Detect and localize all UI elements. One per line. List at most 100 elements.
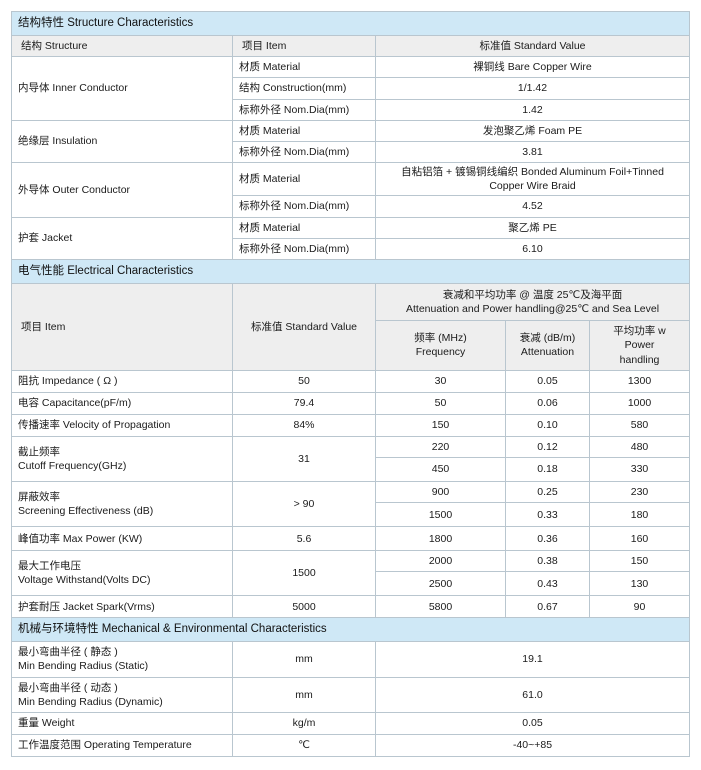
row-item: 材质 Material [232, 56, 376, 79]
section-header-row: 电气性能 Electrical Characteristics [10, 258, 691, 284]
table-row: 最大工作电压 Voltage Withstand(Volts DC) 1500 … [11, 550, 691, 597]
attenuation-value: 0.36 [505, 526, 590, 552]
attenuation-frequency: 5800 [375, 595, 506, 619]
power-value: 160 [588, 526, 691, 552]
item-label-group: 最大工作电压 Voltage Withstand(Volts DC) [11, 550, 233, 597]
item-value: > 90 [232, 480, 376, 528]
colhead-attenuation: 衰减 (dB/m) Attenuation [505, 320, 590, 371]
power-value: 230 [588, 480, 691, 504]
table-row: 工作温度范围 Operating Temperature ℃ -40~+85 [11, 733, 691, 757]
item-label-group: 截止频率 Cutoff Frequency(GHz) [11, 435, 233, 482]
section-title-structure: 结构特性 Structure Characteristics [10, 11, 691, 36]
attenuation-frequency: 450 [375, 456, 506, 482]
attenuation-value: 0.10 [505, 413, 590, 437]
colhead-power-cn: 平均功率 w [613, 325, 666, 338]
colhead-attenuation-group-en: Attenuation and Power handling@25℃ and S… [406, 303, 660, 316]
power-value: 150 [588, 550, 691, 573]
group-name-outer-conductor: 外导体 Outer Conductor [11, 162, 233, 218]
power-value: 90 [588, 595, 691, 619]
colhead-frequency-en: Frequency [415, 346, 466, 359]
section-header-row: 机械与环境特性 Mechanical & Environmental Chara… [10, 617, 691, 643]
colhead-attenuation-group-cn: 衰减和平均功率 @ 温度 25℃及海平面 [442, 288, 623, 301]
item-label-en: Voltage Withstand(Volts DC) [18, 574, 151, 587]
attenuation-frequency: 220 [375, 435, 506, 458]
table-row: 最小弯曲半径 ( 静态 ) Min Bending Radius (Static… [11, 641, 691, 678]
attenuation-frequency: 150 [375, 413, 506, 437]
attenuation-value: 0.43 [505, 571, 590, 597]
row-item: 材质 Material [232, 162, 376, 197]
item-value: 50 [232, 369, 376, 393]
attenuation-value: 0.33 [505, 502, 590, 528]
attenuation-value: 0.18 [505, 456, 590, 482]
colhead-attenuation-group: 衰减和平均功率 @ 温度 25℃及海平面 Attenuation and Pow… [374, 282, 691, 322]
item-label: 护套耐压 Jacket Spark(Vrms) [11, 595, 233, 619]
colhead-attenuation-cn: 衰减 (dB/m) [519, 332, 576, 345]
column-header-row-structure: 结构 Structure 项目 Item 标准值 Standard Value [11, 34, 691, 58]
table-row: 绝缘层 Insulation 材质 Material 发泡聚乙烯 Foam PE [11, 119, 691, 164]
colhead-standard-value: 标准值 Standard Value [374, 34, 691, 58]
attenuation-value: 0.67 [505, 595, 590, 619]
power-value: 330 [588, 456, 691, 482]
attenuation-frequency: 2500 [375, 571, 506, 597]
attenuation-frequency: 900 [375, 480, 506, 504]
column-header-row-electrical: 项目 Item 标准值 Standard Value 衰减和平均功率 @ 温度 … [11, 282, 691, 371]
table-row: 标称外径 Nom.Dia(mm) 3.81 [12, 140, 691, 164]
colhead-frequency: 频率 (MHz) Frequency [375, 320, 506, 371]
mech-unit: kg/m [232, 711, 376, 735]
table-row: 最小弯曲半径 ( 动态 ) Min Bending Radius (Dynami… [11, 676, 691, 713]
table-row: 外导体 Outer Conductor 材质 Material 自粘铝箔 + 镀… [11, 162, 691, 218]
group-name-insulation: 绝缘层 Insulation [11, 119, 233, 164]
power-value: 480 [588, 435, 691, 458]
colhead-power-en2: handling [619, 353, 660, 366]
row-value: 1/1.42 [374, 77, 691, 100]
mech-label: 工作温度范围 Operating Temperature [11, 733, 233, 757]
attenuation-frequency: 2000 [375, 550, 506, 573]
table-row: 标称外径 Nom.Dia(mm) 6.10 [12, 237, 691, 260]
mech-value: 61.0 [374, 676, 691, 713]
colhead-attenuation-en: Attenuation [520, 346, 575, 359]
attenuation-value: 0.12 [505, 435, 590, 458]
table-row: 阻抗 Impedance ( Ω ) 50 30 0.05 1300 [11, 369, 691, 393]
attenuation-frequency: 30 [375, 369, 506, 393]
table-row: 重量 Weight kg/m 0.05 [11, 711, 691, 735]
item-value: 5000 [232, 595, 376, 619]
row-item: 标称外径 Nom.Dia(mm) [232, 98, 376, 121]
power-value: 580 [588, 413, 691, 437]
mech-label-cn: 最小弯曲半径 ( 动态 ) [18, 681, 118, 694]
table-row: 传播速率 Velocity of Propagation 84% 150 0.1… [11, 413, 691, 437]
item-label-cn: 最大工作电压 [18, 560, 81, 572]
row-value: 1.42 [374, 98, 691, 121]
section-title-mechanical: 机械与环境特性 Mechanical & Environmental Chara… [10, 617, 691, 643]
attenuation-value: 0.06 [505, 391, 590, 415]
colhead-power-en1: Power [624, 339, 655, 352]
table-body: 结构特性 Structure Characteristics 结构 Struct… [10, 11, 691, 757]
item-label: 传播速率 Velocity of Propagation [11, 413, 233, 437]
power-value: 1300 [588, 369, 691, 393]
row-item: 结构 Construction(mm) [232, 77, 376, 100]
item-label: 电容 Capacitance(pF/m) [11, 391, 233, 415]
attenuation-frequency: 1800 [375, 526, 506, 552]
row-item: 材质 Material [232, 216, 376, 239]
row-value: 发泡聚乙烯 Foam PE [374, 119, 691, 142]
group-name-jacket: 护套 Jacket [11, 216, 233, 260]
table-row: 峰值功率 Max Power (KW) 5.6 1800 0.36 160 [11, 526, 691, 552]
mech-label-cn: 最小弯曲半径 ( 静态 ) [18, 646, 118, 659]
colhead-item: 项目 Item [11, 282, 233, 371]
colhead-structure: 结构 Structure [11, 34, 233, 58]
item-value: 84% [232, 413, 376, 437]
table-row: 护套耐压 Jacket Spark(Vrms) 5000 5800 0.67 9… [11, 595, 691, 619]
mech-unit: ℃ [232, 733, 376, 757]
group-name-inner-conductor: 内导体 Inner Conductor [11, 56, 233, 121]
item-value: 5.6 [232, 526, 376, 552]
item-label-group: 屏蔽效率 Screening Effectiveness (dB) [11, 480, 233, 528]
row-value: 6.10 [374, 237, 691, 260]
attenuation-frequency: 50 [375, 391, 506, 415]
section-header-row: 结构特性 Structure Characteristics [10, 11, 691, 36]
row-item: 标称外径 Nom.Dia(mm) [232, 140, 376, 164]
mech-label-group: 最小弯曲半径 ( 静态 ) Min Bending Radius (Static… [11, 641, 233, 678]
row-value: 自粘铝箔 + 镀锡铜线编织 Bonded Aluminum Foil+Tinne… [374, 162, 691, 197]
row-value: 裸铜线 Bare Copper Wire [374, 56, 691, 79]
power-value: 130 [588, 571, 691, 597]
mech-label: 重量 Weight [11, 711, 233, 735]
